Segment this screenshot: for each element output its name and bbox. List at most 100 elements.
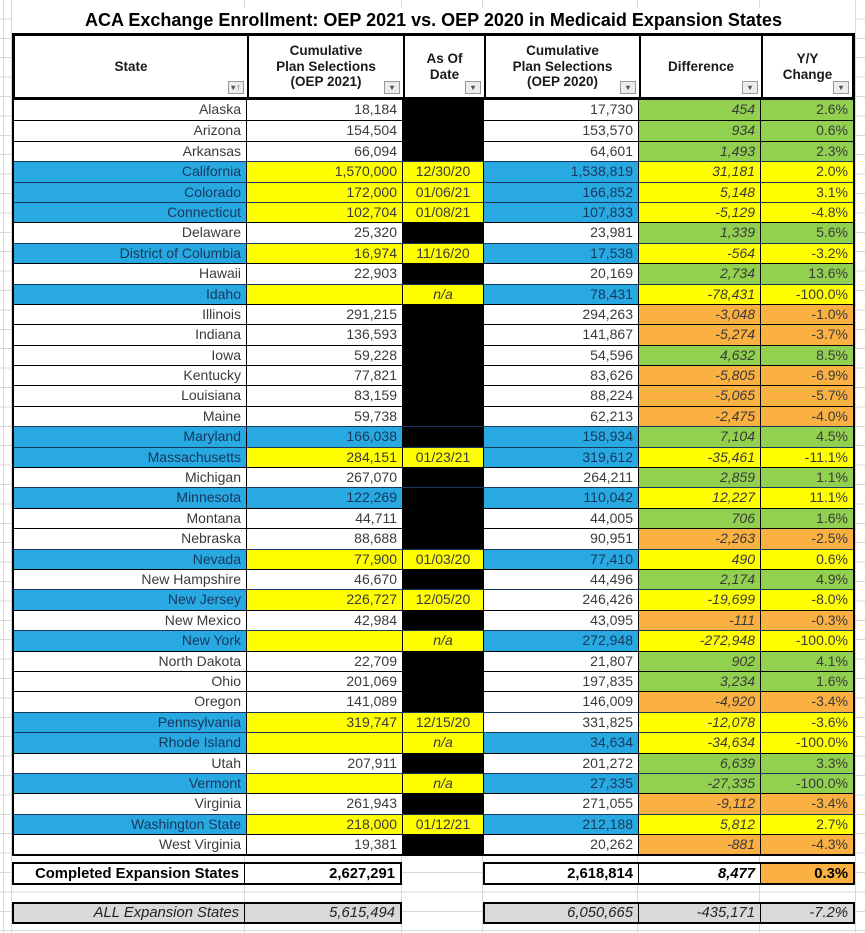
state-cell[interactable]: Hawaii [14, 264, 246, 284]
filter-dropdown-icon[interactable]: ▾ [384, 81, 400, 94]
asof-cell[interactable]: 01/12/21 [402, 814, 483, 835]
oep2020-cell[interactable]: 54,596 [483, 345, 638, 366]
difference-cell[interactable]: -35,461 [638, 447, 760, 468]
asof-cell[interactable]: 01/08/21 [402, 202, 483, 223]
asof-cell[interactable] [402, 100, 483, 121]
asof-cell[interactable] [402, 610, 483, 631]
yychange-cell[interactable]: 0.6% [760, 121, 853, 141]
difference-cell[interactable]: -9,112 [638, 794, 760, 814]
oep2020-cell[interactable]: 90,951 [483, 529, 638, 549]
yychange-cell[interactable]: -1.0% [760, 304, 853, 325]
state-cell[interactable]: Pennsylvania [14, 712, 246, 733]
asof-cell[interactable]: 12/05/20 [402, 590, 483, 610]
asof-cell[interactable] [402, 406, 483, 427]
state-cell[interactable]: Nebraska [14, 529, 246, 549]
difference-cell[interactable]: -5,065 [638, 386, 760, 406]
oep2021-total-cell[interactable]: 2,627,291 [244, 864, 400, 884]
asof-cell[interactable]: 12/15/20 [402, 712, 483, 733]
oep2020-cell[interactable]: 197,835 [483, 671, 638, 692]
filter-dropdown-icon[interactable]: ▾ [833, 81, 849, 94]
oep2020-cell[interactable]: 107,833 [483, 202, 638, 223]
oep2020-cell[interactable]: 246,426 [483, 590, 638, 610]
oep2021-cell[interactable] [246, 773, 402, 794]
difference-cell[interactable]: 7,104 [638, 427, 760, 447]
state-cell[interactable]: Rhode Island [14, 733, 246, 753]
state-cell[interactable]: District of Columbia [14, 243, 246, 264]
state-cell[interactable]: Nevada [14, 549, 246, 569]
yychange-total-cell[interactable]: -7.2% [760, 904, 853, 923]
oep2020-cell[interactable]: 62,213 [483, 406, 638, 427]
oep2020-cell[interactable]: 294,263 [483, 304, 638, 325]
yychange-cell[interactable]: -4.8% [760, 202, 853, 223]
oep2020-cell[interactable]: 201,272 [483, 753, 638, 773]
asof-cell[interactable]: n/a [402, 631, 483, 651]
state-cell[interactable]: Louisiana [14, 386, 246, 406]
yychange-cell[interactable]: 3.1% [760, 182, 853, 202]
difference-cell[interactable]: -4,920 [638, 692, 760, 712]
state-cell[interactable]: Arkansas [14, 141, 246, 162]
oep2020-cell[interactable]: 319,612 [483, 447, 638, 468]
difference-cell[interactable]: 1,339 [638, 223, 760, 243]
oep2021-cell[interactable]: 66,094 [246, 141, 402, 162]
oep2020-cell[interactable]: 153,570 [483, 121, 638, 141]
oep2021-cell[interactable]: 291,215 [246, 304, 402, 325]
oep2021-cell[interactable]: 122,269 [246, 488, 402, 508]
difference-cell[interactable]: 706 [638, 508, 760, 529]
oep2020-cell[interactable]: 17,538 [483, 243, 638, 264]
asof-cell[interactable]: n/a [402, 773, 483, 794]
asof-cell[interactable] [402, 223, 483, 243]
yychange-cell[interactable]: -3.2% [760, 243, 853, 264]
difference-cell[interactable]: 902 [638, 651, 760, 671]
state-cell[interactable]: Idaho [14, 284, 246, 304]
oep2020-total-cell[interactable]: 2,618,814 [485, 864, 638, 884]
difference-cell[interactable]: 1,493 [638, 141, 760, 162]
oep2020-cell[interactable]: 17,730 [483, 100, 638, 121]
yychange-total-cell[interactable]: 0.3% [760, 864, 853, 884]
oep2020-cell[interactable]: 271,055 [483, 794, 638, 814]
difference-cell[interactable]: -881 [638, 835, 760, 855]
difference-cell[interactable]: -12,078 [638, 712, 760, 733]
asof-cell[interactable] [402, 386, 483, 406]
difference-cell[interactable]: 31,181 [638, 162, 760, 182]
difference-cell[interactable]: -111 [638, 610, 760, 631]
asof-cell[interactable] [402, 651, 483, 671]
difference-cell[interactable]: 2,734 [638, 264, 760, 284]
state-cell[interactable]: Delaware [14, 223, 246, 243]
state-cell[interactable]: Ohio [14, 671, 246, 692]
state-cell[interactable]: Arizona [14, 121, 246, 141]
oep2020-cell[interactable]: 264,211 [483, 468, 638, 488]
oep2021-cell[interactable]: 77,821 [246, 366, 402, 386]
oep2021-cell[interactable]: 226,727 [246, 590, 402, 610]
oep2021-cell[interactable]: 83,159 [246, 386, 402, 406]
yychange-cell[interactable]: -6.9% [760, 366, 853, 386]
oep2020-cell[interactable]: 212,188 [483, 814, 638, 835]
asof-cell[interactable] [402, 427, 483, 447]
asof-cell[interactable]: n/a [402, 284, 483, 304]
oep2021-cell[interactable]: 141,089 [246, 692, 402, 712]
yychange-cell[interactable]: 1.6% [760, 508, 853, 529]
state-cell[interactable]: California [14, 162, 246, 182]
yychange-cell[interactable]: -100.0% [760, 773, 853, 794]
state-cell[interactable]: Maine [14, 406, 246, 427]
oep2020-cell[interactable]: 44,496 [483, 569, 638, 590]
yychange-cell[interactable]: 4.9% [760, 569, 853, 590]
oep2020-cell[interactable]: 21,807 [483, 651, 638, 671]
oep2021-cell[interactable]: 18,184 [246, 100, 402, 121]
yychange-cell[interactable]: 4.1% [760, 651, 853, 671]
yychange-cell[interactable]: 3.3% [760, 753, 853, 773]
filter-dropdown-icon[interactable]: ▾ [742, 81, 758, 94]
difference-cell[interactable]: 934 [638, 121, 760, 141]
oep2021-cell[interactable]: 25,320 [246, 223, 402, 243]
yychange-cell[interactable]: -3.7% [760, 325, 853, 345]
difference-cell[interactable]: -5,129 [638, 202, 760, 223]
oep2020-cell[interactable]: 27,335 [483, 773, 638, 794]
difference-cell[interactable]: -3,048 [638, 304, 760, 325]
difference-cell[interactable]: 12,227 [638, 488, 760, 508]
yychange-cell[interactable]: -8.0% [760, 590, 853, 610]
oep2020-cell[interactable]: 272,948 [483, 631, 638, 651]
asof-cell[interactable] [402, 671, 483, 692]
asof-cell[interactable]: 01/03/20 [402, 549, 483, 569]
asof-cell[interactable] [402, 692, 483, 712]
difference-total-cell[interactable]: -435,171 [638, 904, 760, 923]
asof-cell[interactable] [402, 264, 483, 284]
